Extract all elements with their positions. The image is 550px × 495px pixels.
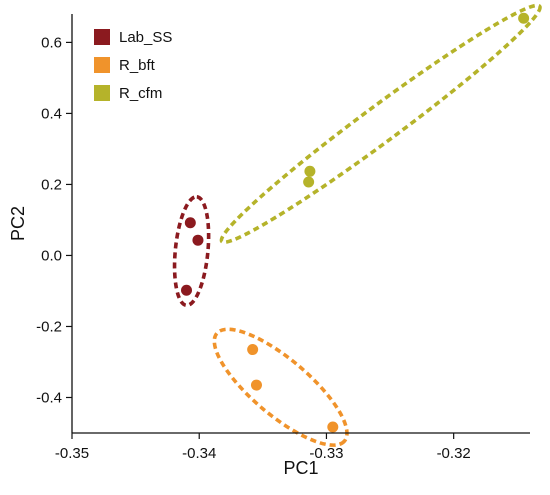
x-tick-label: -0.35 bbox=[55, 445, 89, 462]
data-points bbox=[181, 12, 530, 433]
x-axis-label: PC1 bbox=[283, 458, 318, 478]
data-point bbox=[250, 379, 262, 391]
x-tick-label: -0.32 bbox=[437, 445, 471, 462]
y-ticks: -0.4 -0.2 0.0 0.2 0.4 0.6 bbox=[36, 34, 72, 406]
cluster-ellipses bbox=[172, 3, 542, 447]
y-axis-label: PC2 bbox=[8, 206, 28, 241]
x-tick-label: -0.34 bbox=[182, 445, 216, 462]
data-point bbox=[192, 234, 204, 246]
cluster-ellipse bbox=[172, 195, 211, 308]
y-tick-label: 0.4 bbox=[41, 105, 62, 122]
y-tick-label: 0.0 bbox=[41, 247, 62, 264]
data-point bbox=[181, 284, 192, 296]
y-tick-label: 0.2 bbox=[41, 176, 62, 193]
data-point bbox=[327, 421, 339, 433]
data-point bbox=[184, 217, 196, 229]
cluster-ellipse bbox=[219, 3, 542, 245]
legend-swatch bbox=[94, 57, 110, 73]
data-point bbox=[303, 176, 315, 188]
legend: Lab_SS R_bft R_cfm bbox=[94, 29, 172, 102]
legend-label: Lab_SS bbox=[119, 29, 172, 46]
legend-label: R_cfm bbox=[119, 85, 162, 102]
data-point bbox=[518, 12, 530, 24]
legend-swatch bbox=[94, 29, 110, 45]
legend-swatch bbox=[94, 85, 110, 101]
cluster-ellipse bbox=[212, 327, 349, 447]
x-tick-label: -0.33 bbox=[309, 445, 343, 462]
legend-label: R_bft bbox=[119, 57, 156, 74]
y-tick-label: 0.6 bbox=[41, 34, 62, 51]
y-tick-label: -0.4 bbox=[36, 389, 62, 406]
data-point bbox=[304, 165, 316, 177]
x-ticks: -0.35 -0.34 -0.33 -0.32 bbox=[55, 433, 471, 462]
y-tick-label: -0.2 bbox=[36, 318, 62, 335]
data-point bbox=[247, 344, 259, 356]
